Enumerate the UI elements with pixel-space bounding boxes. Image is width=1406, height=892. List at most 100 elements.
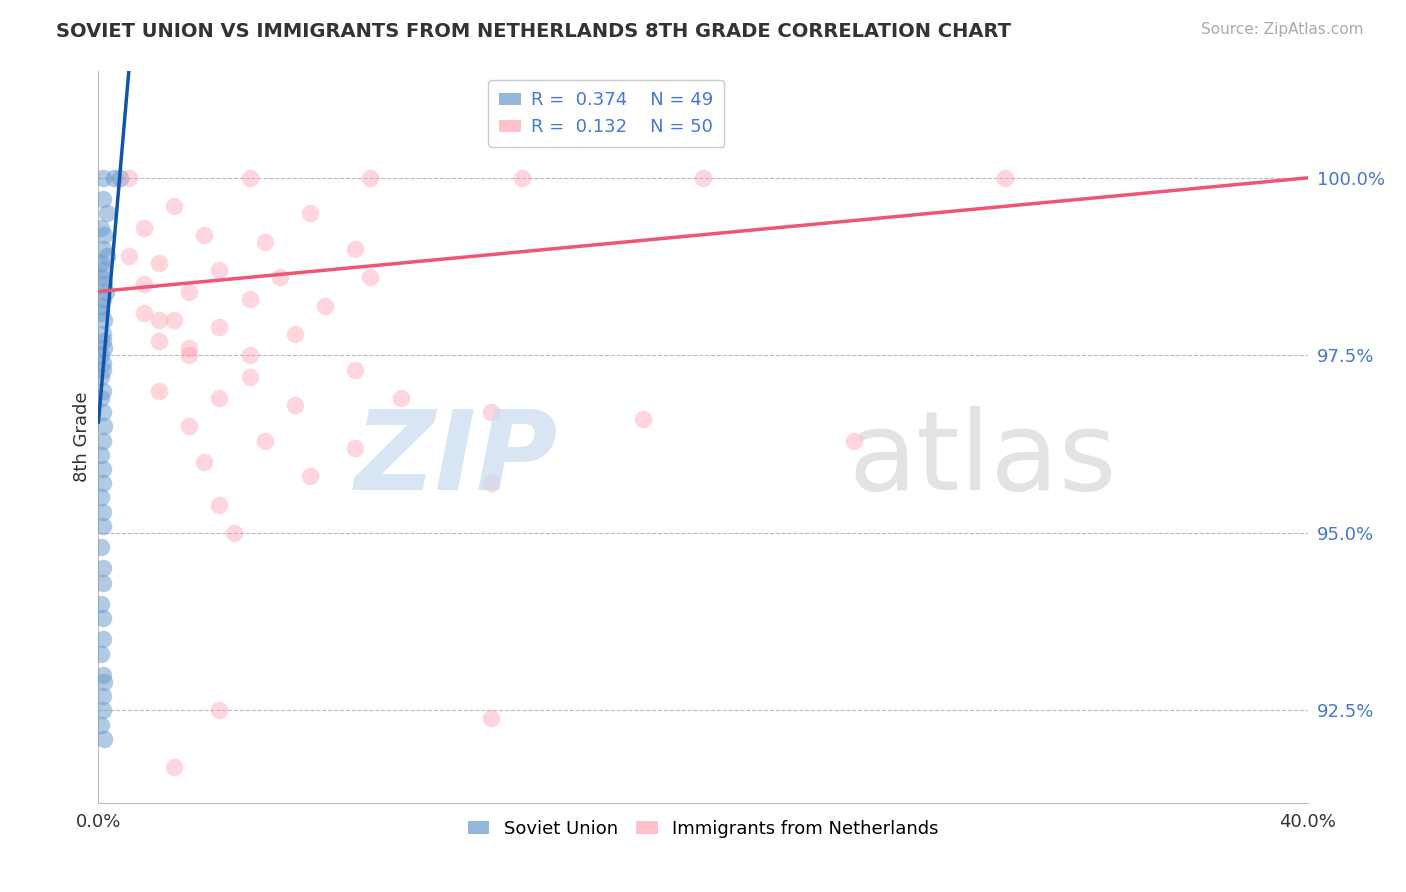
Point	[90, 717, 112, 731]
Point	[93, 277, 115, 292]
Point	[91, 611, 114, 625]
Point	[91, 434, 114, 448]
Point	[163, 760, 186, 774]
Point	[179, 348, 201, 362]
Point	[91, 405, 114, 419]
Point	[148, 384, 170, 398]
Point	[93, 227, 115, 242]
Point	[93, 341, 115, 355]
Point	[132, 220, 155, 235]
Point	[344, 242, 367, 256]
Point	[91, 462, 114, 476]
Point	[163, 313, 186, 327]
Point	[253, 235, 276, 249]
Point	[299, 206, 322, 220]
Point	[93, 419, 115, 434]
Point	[90, 391, 112, 405]
Point	[631, 412, 654, 426]
Point	[148, 334, 170, 349]
Point	[90, 348, 112, 362]
Point	[94, 285, 117, 299]
Point	[692, 170, 714, 185]
Point	[91, 690, 114, 704]
Point	[360, 170, 382, 185]
Point	[91, 668, 114, 682]
Point	[193, 227, 215, 242]
Point	[96, 206, 118, 220]
Point	[90, 540, 112, 554]
Point	[148, 256, 170, 270]
Point	[93, 731, 115, 746]
Point	[93, 675, 115, 690]
Point	[994, 170, 1017, 185]
Point	[344, 362, 367, 376]
Point	[96, 249, 118, 263]
Point	[208, 498, 231, 512]
Legend: Soviet Union, Immigrants from Netherlands: Soviet Union, Immigrants from Netherland…	[460, 813, 946, 845]
Point	[239, 369, 262, 384]
Point	[91, 476, 114, 491]
Point	[118, 170, 141, 185]
Point	[132, 306, 155, 320]
Point	[91, 327, 114, 342]
Text: Source: ZipAtlas.com: Source: ZipAtlas.com	[1201, 22, 1364, 37]
Point	[284, 398, 307, 412]
Point	[389, 391, 412, 405]
Point	[90, 220, 112, 235]
Text: atlas: atlas	[848, 406, 1116, 513]
Y-axis label: 8th Grade: 8th Grade	[73, 392, 91, 483]
Point	[91, 355, 114, 369]
Point	[90, 369, 112, 384]
Point	[314, 299, 336, 313]
Text: SOVIET UNION VS IMMIGRANTS FROM NETHERLANDS 8TH GRADE CORRELATION CHART: SOVIET UNION VS IMMIGRANTS FROM NETHERLA…	[56, 22, 1011, 41]
Point	[284, 327, 307, 342]
Point	[148, 313, 170, 327]
Point	[90, 256, 112, 270]
Point	[239, 292, 262, 306]
Point	[208, 704, 231, 718]
Point	[208, 320, 231, 334]
Point	[91, 561, 114, 575]
Point	[91, 192, 114, 206]
Point	[90, 491, 112, 505]
Point	[91, 292, 114, 306]
Point	[239, 170, 262, 185]
Point	[90, 647, 112, 661]
Point	[91, 170, 114, 185]
Point	[91, 519, 114, 533]
Point	[103, 170, 125, 185]
Point	[91, 362, 114, 376]
Point	[91, 575, 114, 590]
Point	[299, 469, 322, 483]
Point	[91, 704, 114, 718]
Point	[269, 270, 291, 285]
Point	[90, 597, 112, 611]
Point	[208, 391, 231, 405]
Point	[481, 476, 503, 491]
Point	[481, 710, 503, 724]
Point	[510, 170, 533, 185]
Point	[90, 306, 112, 320]
Point	[344, 441, 367, 455]
Point	[360, 270, 382, 285]
Point	[208, 263, 231, 277]
Text: ZIP: ZIP	[354, 406, 558, 513]
Point	[90, 448, 112, 462]
Point	[91, 384, 114, 398]
Point	[193, 455, 215, 469]
Point	[91, 263, 114, 277]
Point	[118, 249, 141, 263]
Point	[163, 199, 186, 213]
Point	[90, 270, 112, 285]
Point	[253, 434, 276, 448]
Point	[93, 313, 115, 327]
Point	[224, 525, 246, 540]
Point	[481, 405, 503, 419]
Point	[239, 348, 262, 362]
Point	[179, 419, 201, 434]
Point	[91, 632, 114, 647]
Point	[90, 299, 112, 313]
Point	[179, 341, 201, 355]
Point	[91, 334, 114, 349]
Point	[132, 277, 155, 292]
